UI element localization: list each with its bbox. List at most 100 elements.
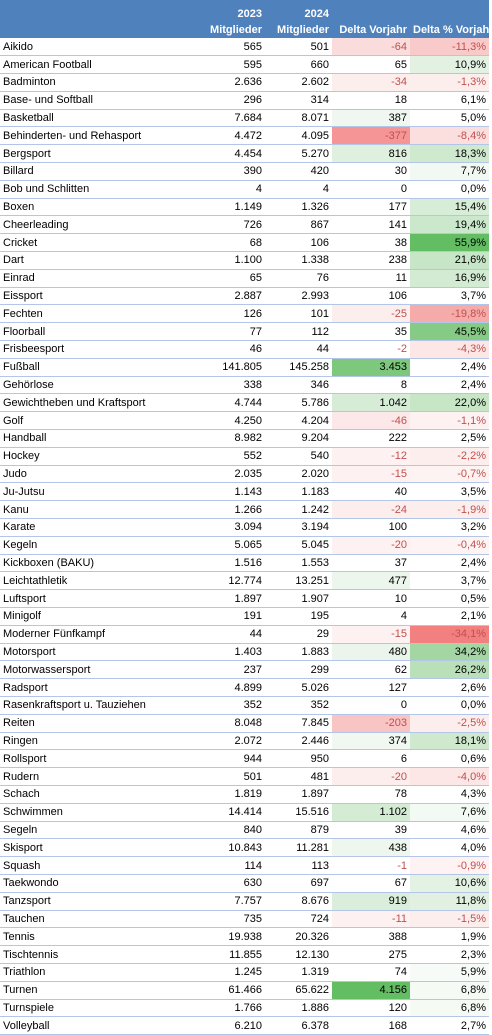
delta-previous-year: 177 xyxy=(332,198,410,217)
members-2024: 1.183 xyxy=(265,482,332,502)
members-2024: 7.845 xyxy=(265,714,332,733)
sport-name: Ju-Jutsu xyxy=(0,482,188,502)
delta-percent: 2,4% xyxy=(410,376,489,395)
delta-percent: -2,2% xyxy=(410,447,489,466)
members-2024: 2.020 xyxy=(265,465,332,484)
sport-name: Triathlon xyxy=(0,963,188,982)
delta-percent: -0,7% xyxy=(410,465,489,484)
delta-previous-year: 168 xyxy=(332,1016,410,1035)
members-2023: 735 xyxy=(188,910,265,929)
delta-percent: 22,0% xyxy=(410,393,489,413)
members-2023: 11.855 xyxy=(188,945,265,964)
members-2024: 540 xyxy=(265,447,332,466)
table-row: Squash 114 113 -1 -0,9% xyxy=(0,856,489,875)
members-2024: 1.886 xyxy=(265,999,332,1018)
table-row: Einrad 65 76 11 16,9% xyxy=(0,269,489,288)
sport-name: Badminton xyxy=(0,73,188,92)
table-row: Fechten 126 101 -25 -19,8% xyxy=(0,304,489,324)
sport-name: Motorsport xyxy=(0,643,188,662)
table-row: Tennis 19.938 20.326 388 1,9% xyxy=(0,927,489,947)
table-row: Motorsport 1.403 1.883 480 34,2% xyxy=(0,643,489,662)
members-2024: 76 xyxy=(265,269,332,288)
table-row: Frisbeesport 46 44 -2 -4,3% xyxy=(0,340,489,359)
members-2023: 352 xyxy=(188,696,265,715)
delta-percent: 6,8% xyxy=(410,999,489,1018)
sport-name: Judo xyxy=(0,465,188,484)
delta-percent: 5,0% xyxy=(410,109,489,128)
delta-previous-year: 222 xyxy=(332,429,410,448)
delta-previous-year: 141 xyxy=(332,215,410,235)
sport-name: American Football xyxy=(0,55,188,75)
members-2023: 65 xyxy=(188,269,265,288)
members-2024: 867 xyxy=(265,215,332,235)
delta-previous-year: -24 xyxy=(332,500,410,520)
sport-name: Tanzsport xyxy=(0,892,188,911)
sport-name: Tischtennis xyxy=(0,945,188,964)
members-2024: 145.258 xyxy=(265,358,332,377)
delta-percent: 1,9% xyxy=(410,927,489,947)
table-row: Kanu 1.266 1.242 -24 -1,9% xyxy=(0,500,489,520)
header-2024: 2024 Mitglieder xyxy=(265,0,332,38)
members-2024: 1.553 xyxy=(265,554,332,573)
table-row: Tauchen 735 724 -11 -1,5% xyxy=(0,910,489,929)
sport-name: Gehörlose xyxy=(0,376,188,395)
sport-name: Taekwondo xyxy=(0,874,188,893)
delta-percent: 45,5% xyxy=(410,322,489,342)
delta-previous-year: 1.102 xyxy=(332,803,410,822)
members-2023: 4.454 xyxy=(188,144,265,164)
sport-name: Behinderten- und Rehasport xyxy=(0,126,188,146)
table-row: Badminton 2.636 2.602 -34 -1,3% xyxy=(0,73,489,92)
delta-previous-year: -25 xyxy=(332,304,410,324)
delta-previous-year: -46 xyxy=(332,411,410,431)
members-2024: 1.897 xyxy=(265,785,332,804)
members-2023: 2.035 xyxy=(188,465,265,484)
members-2024: 8.676 xyxy=(265,892,332,911)
members-2023: 4.472 xyxy=(188,126,265,146)
members-2024: 11.281 xyxy=(265,838,332,858)
members-2023: 61.466 xyxy=(188,981,265,1000)
table-row: Gehörlose 338 346 8 2,4% xyxy=(0,376,489,395)
sport-name: Tauchen xyxy=(0,910,188,929)
sport-name: Turnspiele xyxy=(0,999,188,1018)
sport-name: Bergsport xyxy=(0,144,188,164)
members-2024: 15.516 xyxy=(265,803,332,822)
delta-percent: -1,5% xyxy=(410,910,489,929)
table-row: Behinderten- und Rehasport 4.472 4.095 -377… xyxy=(0,126,489,146)
members-2024: 8.071 xyxy=(265,109,332,128)
sport-name: Schach xyxy=(0,785,188,804)
delta-percent: 34,2% xyxy=(410,643,489,662)
sport-name: Radsport xyxy=(0,678,188,697)
members-2023: 338 xyxy=(188,376,265,395)
members-2023: 14.414 xyxy=(188,803,265,822)
sport-name: Kegeln xyxy=(0,536,188,555)
sport-name: Skisport xyxy=(0,838,188,858)
members-2023: 7.684 xyxy=(188,109,265,128)
members-2023: 1.100 xyxy=(188,251,265,270)
table-row: Floorball 77 112 35 45,5% xyxy=(0,322,489,342)
delta-previous-year: 480 xyxy=(332,643,410,662)
delta-percent: 4,3% xyxy=(410,785,489,804)
sport-name: Kanu xyxy=(0,500,188,520)
delta-previous-year: 11 xyxy=(332,269,410,288)
members-2023: 1.149 xyxy=(188,198,265,217)
members-2023: 141.805 xyxy=(188,358,265,377)
delta-percent: -11,3% xyxy=(410,38,489,57)
delta-previous-year: 238 xyxy=(332,251,410,270)
table-row: Basketball 7.684 8.071 387 5,0% xyxy=(0,109,489,128)
delta-percent: 7,7% xyxy=(410,162,489,181)
header-2024-year: 2024 xyxy=(304,8,329,20)
delta-previous-year: 18 xyxy=(332,91,410,110)
members-2024: 20.326 xyxy=(265,927,332,947)
table-row: Base- und Softball 296 314 18 6,1% xyxy=(0,91,489,110)
sport-name: Karate xyxy=(0,518,188,537)
delta-previous-year: 30 xyxy=(332,162,410,181)
delta-previous-year: 6 xyxy=(332,749,410,769)
table-row: Golf 4.250 4.204 -46 -1,1% xyxy=(0,411,489,431)
members-2024: 346 xyxy=(265,376,332,395)
members-2024: 2.602 xyxy=(265,73,332,92)
table-row: Triathlon 1.245 1.319 74 5,9% xyxy=(0,963,489,982)
sport-name: Fußball xyxy=(0,358,188,377)
table-row: Judo 2.035 2.020 -15 -0,7% xyxy=(0,465,489,484)
table-row: Rollsport 944 950 6 0,6% xyxy=(0,749,489,769)
delta-previous-year: -12 xyxy=(332,447,410,466)
